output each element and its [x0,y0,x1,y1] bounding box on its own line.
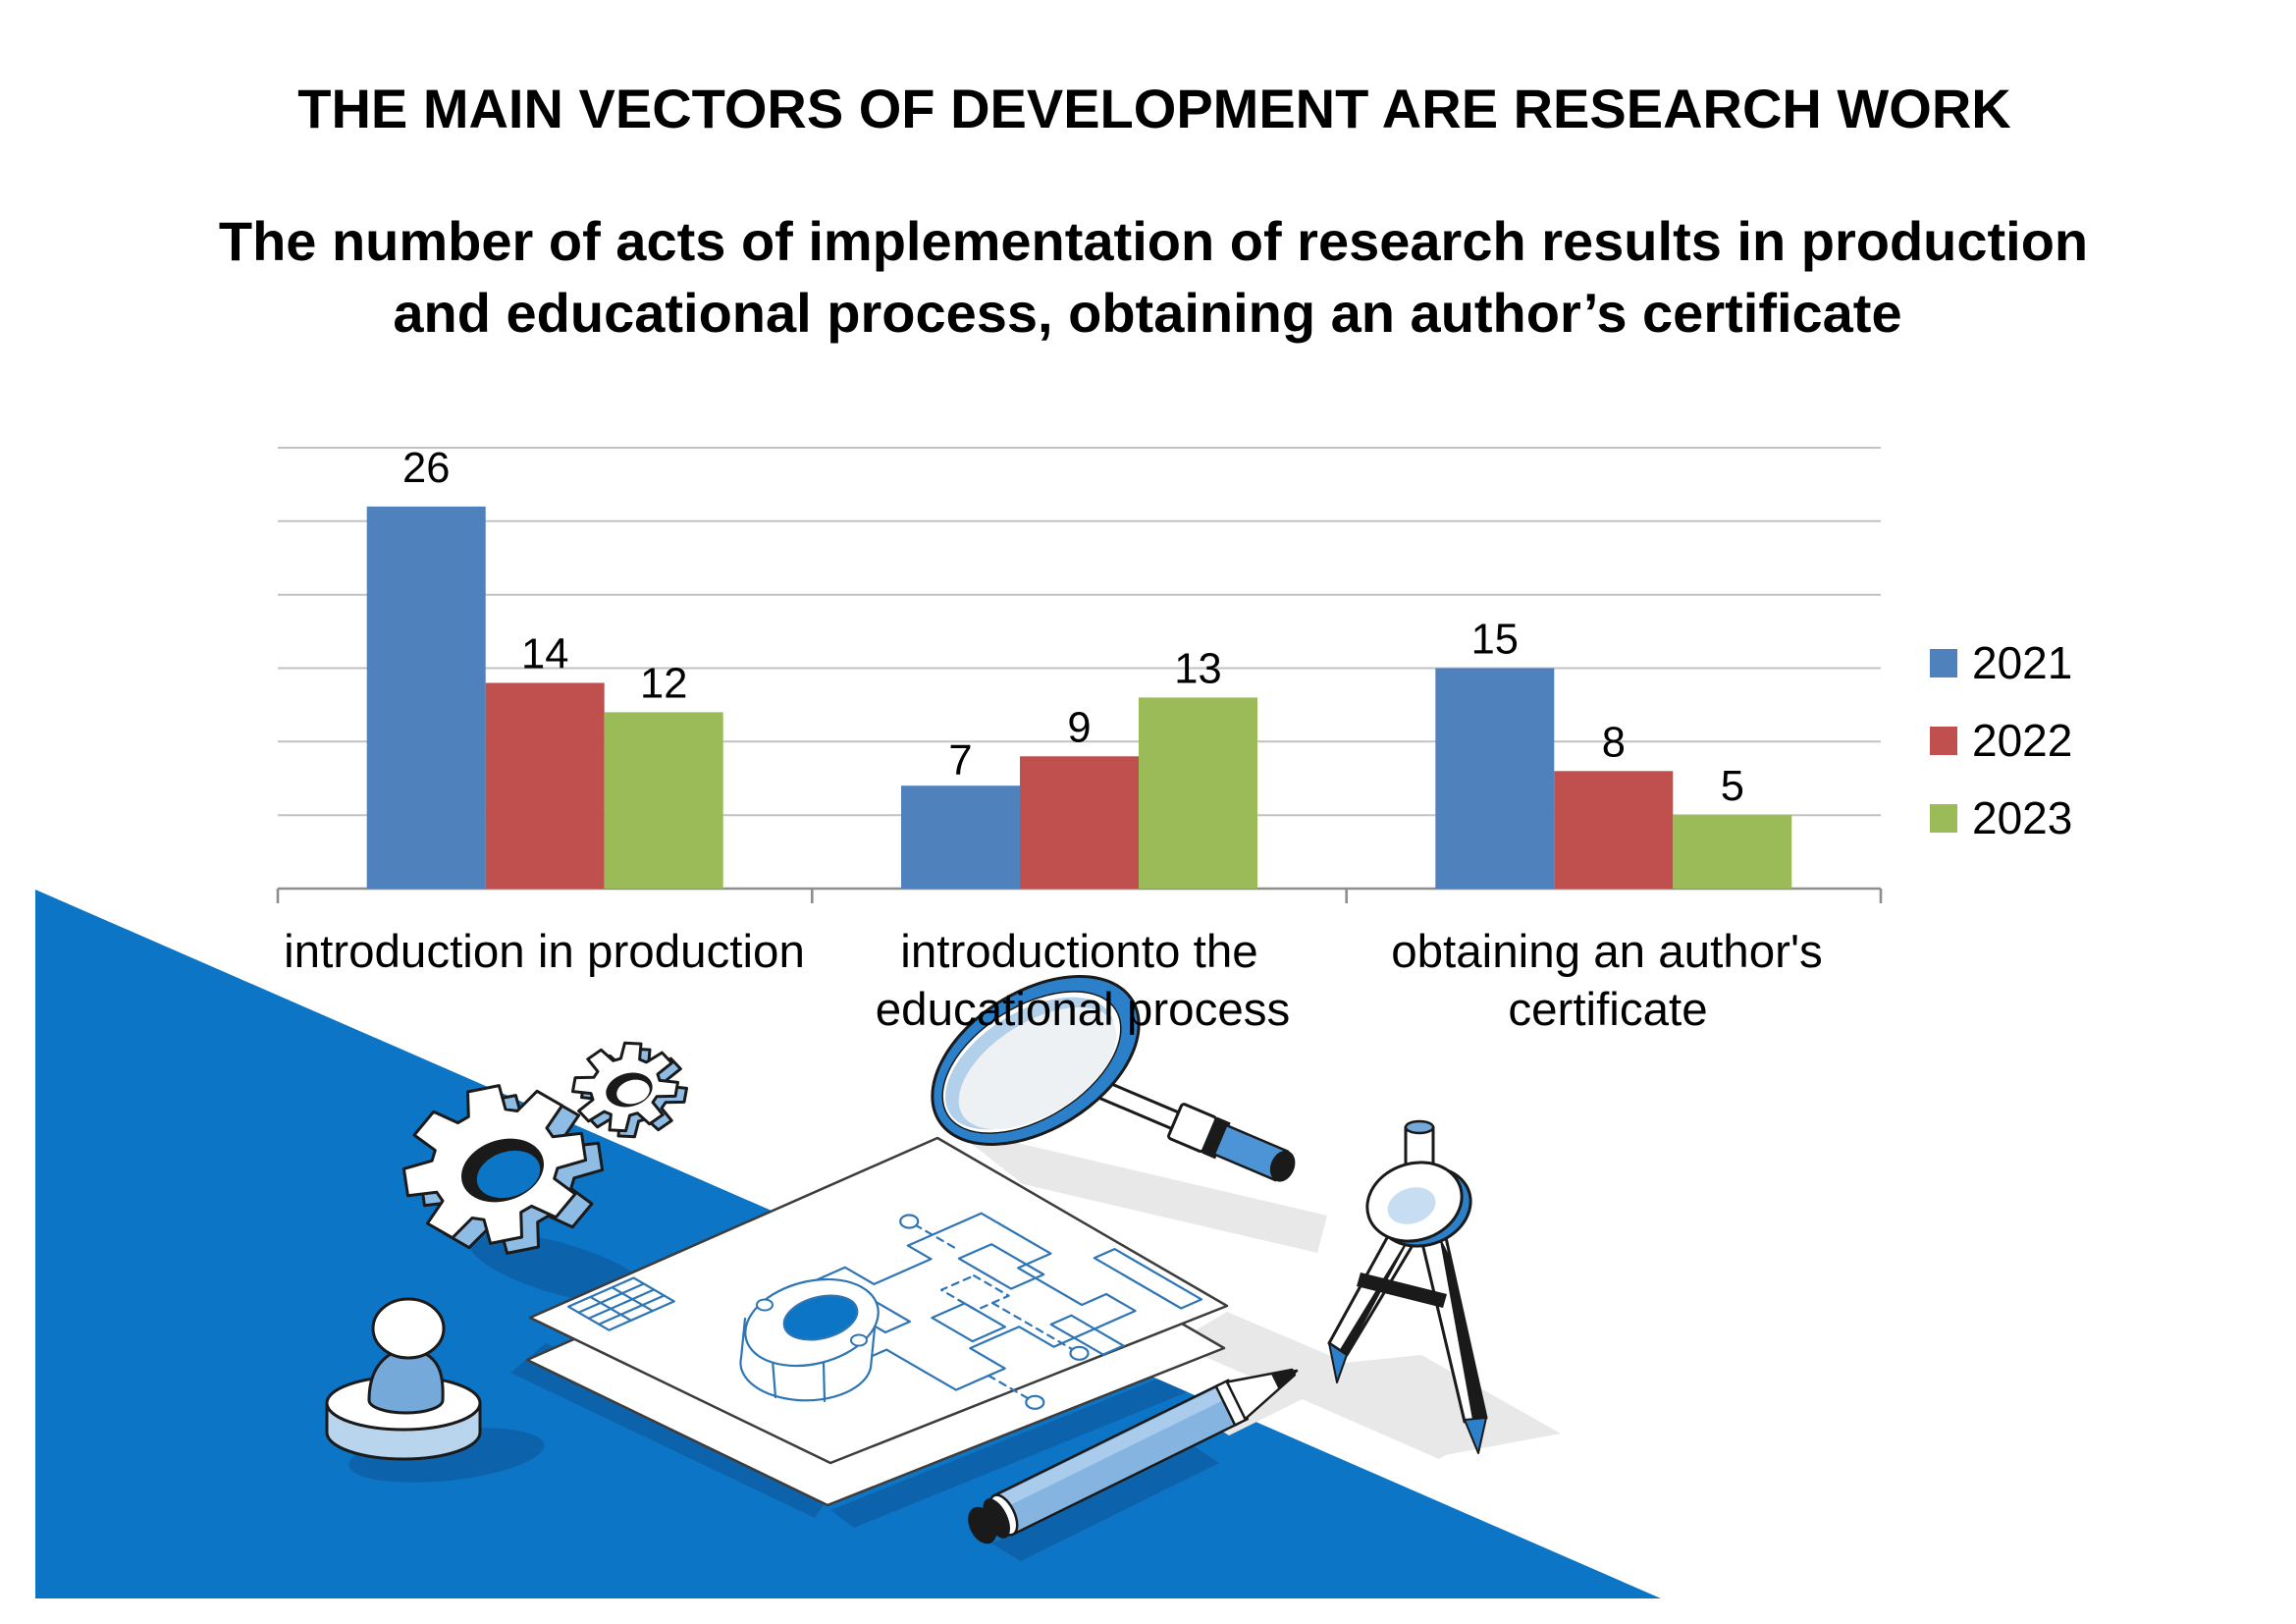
svg-text:2023: 2023 [1972,792,2072,843]
svg-text:introduction in production: introduction in production [284,926,805,978]
svg-text:5: 5 [1721,763,1744,810]
svg-text:The number of acts of implemen: The number of acts of implementation of … [219,210,2088,272]
svg-text:26: 26 [402,445,450,492]
svg-text:9: 9 [1067,704,1091,751]
svg-text:8: 8 [1602,719,1626,766]
svg-text:obtaining an author's: obtaining an author's [1391,926,1823,978]
svg-text:and educational process, obtai: and educational process, obtaining an au… [393,282,1901,344]
svg-text:12: 12 [640,660,687,707]
svg-text:2021: 2021 [1972,637,2072,688]
svg-text:introductionto the: introductionto the [900,926,1257,978]
svg-text:educational process: educational process [876,984,1291,1036]
svg-text:14: 14 [521,631,568,678]
svg-text:7: 7 [948,737,972,785]
svg-text:2022: 2022 [1972,715,2072,766]
svg-text:certificate: certificate [1508,984,1707,1036]
svg-text:THE MAIN VECTORS OF DEVELOPMEN: THE MAIN VECTORS OF DEVELOPMENT ARE RESE… [297,78,2010,139]
svg-text:15: 15 [1471,617,1519,664]
svg-text:13: 13 [1174,645,1221,692]
